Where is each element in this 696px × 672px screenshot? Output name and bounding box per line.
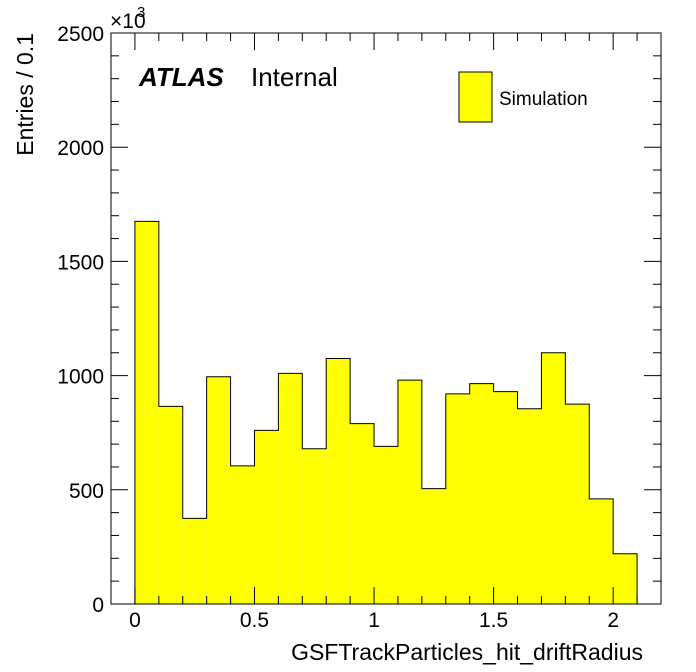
histogram-bar <box>397 380 422 604</box>
atlas-label: ATLAS <box>138 62 224 92</box>
y-tick-label: 1000 <box>57 366 104 389</box>
histogram-bar <box>374 446 398 604</box>
y-tick-label: 500 <box>69 480 104 503</box>
x-tick-label: 1 <box>368 609 380 632</box>
y-multiplier: ×10 <box>110 10 146 33</box>
y-tick-labels: 0 500 1000 1500 2000 2500 <box>57 23 104 617</box>
x-axis-title: GSFTrackParticles_hit_driftRadius <box>291 639 643 665</box>
legend-label: Simulation <box>499 89 588 110</box>
histogram-bar <box>613 553 638 604</box>
histogram-bar <box>589 498 614 604</box>
legend-swatch <box>458 71 493 123</box>
x-tick-label: 2 <box>607 609 619 632</box>
y-tick-label: 0 <box>92 594 104 617</box>
plot-frame <box>110 32 662 605</box>
histogram-bar <box>541 352 566 604</box>
y-tick-label: 2000 <box>57 137 104 160</box>
histogram-bar <box>182 518 207 604</box>
x-tick-label: 1.5 <box>479 609 508 632</box>
histogram-bar <box>158 406 183 604</box>
x-tick-labels: 0 0.5 1 1.5 2 <box>129 609 619 632</box>
y-tick-label: 2500 <box>57 23 104 46</box>
x-tick-label: 0 <box>129 609 141 632</box>
histogram-bar <box>517 408 542 604</box>
histogram-bar <box>302 448 327 604</box>
histogram-bar <box>445 393 470 604</box>
histogram-bar <box>350 423 375 604</box>
histogram-bar <box>134 221 159 604</box>
histogram-bar <box>206 376 231 604</box>
histogram-bar <box>565 404 590 604</box>
histogram-bar <box>469 383 494 604</box>
histogram-bar <box>254 430 279 604</box>
histogram-bars <box>134 220 638 604</box>
axis-ticks <box>110 32 662 605</box>
histogram-bar <box>326 358 351 604</box>
histogram-bar <box>493 391 518 604</box>
y-multiplier-exponent: 3 <box>137 4 145 21</box>
histogram-bar <box>278 373 303 604</box>
histogram-outline <box>134 220 638 604</box>
x-tick-label: 0.5 <box>240 609 269 632</box>
histogram-bar <box>421 488 446 604</box>
y-tick-label: 1500 <box>57 251 104 274</box>
status-label: Internal <box>251 62 338 92</box>
y-axis-title: Entries / 0.1 <box>12 33 38 156</box>
histogram-bar <box>230 465 255 604</box>
